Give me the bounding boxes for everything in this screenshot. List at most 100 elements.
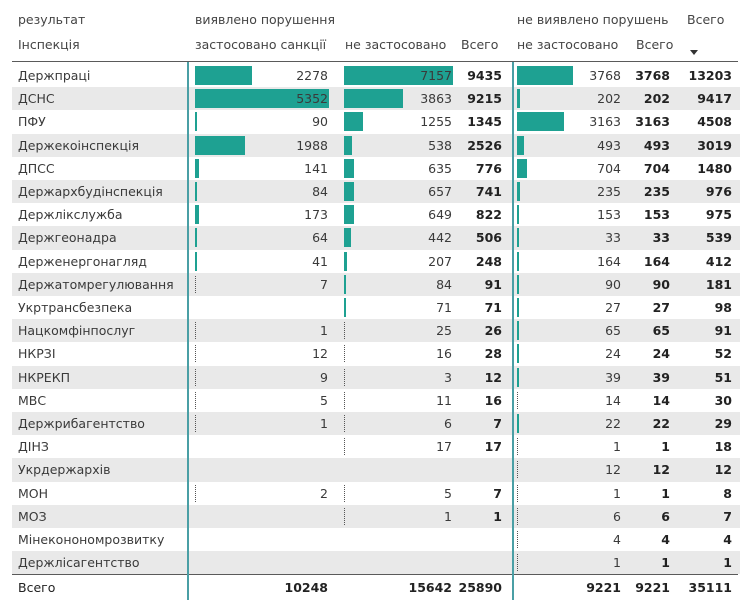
inspection-name[interactable]: НКРЗІ bbox=[18, 346, 56, 362]
value-b: 71 bbox=[436, 300, 452, 315]
data-bar-b bbox=[344, 345, 345, 363]
value-f: 4508 bbox=[697, 114, 732, 130]
header-subtotal[interactable]: Всего bbox=[461, 37, 499, 52]
table-row[interactable]: Укрдержархів 12 12 12 bbox=[12, 458, 740, 482]
inspection-name[interactable]: Укрдержархів bbox=[18, 462, 111, 478]
inspection-name[interactable]: ДПСС bbox=[18, 160, 55, 176]
inspection-name[interactable]: Держархбудінспекція bbox=[18, 184, 163, 199]
value-c: 741 bbox=[475, 184, 502, 199]
value-b: 11 bbox=[436, 392, 452, 408]
data-bar-a bbox=[195, 182, 198, 201]
table-row[interactable]: Нацкомфінпослуг 1 25 26 65 65 91 bbox=[12, 319, 740, 343]
data-bar-d bbox=[517, 274, 519, 294]
value-a: 1988 bbox=[296, 137, 328, 153]
header-group-no-violations[interactable]: не виявлено порушень bbox=[517, 12, 669, 27]
data-bar-d bbox=[517, 89, 520, 109]
header-not-applied-2[interactable]: не застосовано bbox=[517, 37, 619, 52]
table-row[interactable]: Укртрансбезпека 71 71 27 27 98 bbox=[12, 296, 740, 319]
table-row[interactable]: Держархбудінспекція 84 657 741 235 235 976 bbox=[12, 180, 740, 204]
table-row[interactable]: Держекоінспекція 1988 538 2526 493 493 3019 bbox=[12, 133, 740, 157]
header-sanctions-applied[interactable]: застосовано санкції bbox=[195, 37, 327, 52]
inspection-name[interactable]: МОЗ bbox=[18, 508, 47, 524]
data-bar-d bbox=[517, 182, 521, 201]
table-row[interactable]: ДІНЗ 17 17 1 1 18 bbox=[12, 435, 740, 458]
inspection-name[interactable]: ДІНЗ bbox=[18, 439, 49, 455]
value-f: 30 bbox=[714, 392, 732, 408]
value-a: 12 bbox=[312, 346, 328, 362]
value-b: 5 bbox=[444, 485, 452, 501]
inspection-name[interactable]: Укртрансбезпека bbox=[18, 300, 133, 315]
data-bar-a bbox=[195, 345, 196, 363]
inspection-name[interactable]: Нацкомфінпослуг bbox=[18, 323, 136, 339]
table-row[interactable]: МВС 5 11 16 14 14 30 bbox=[12, 389, 740, 412]
table-row[interactable]: НКРЗІ 12 16 28 24 24 52 bbox=[12, 342, 740, 365]
value-d: 493 bbox=[597, 137, 621, 153]
header-not-applied[interactable]: не застосовано bbox=[345, 37, 447, 52]
inspection-name[interactable]: Держенергонагляд bbox=[18, 253, 147, 269]
table-row[interactable]: МОН 2 5 7 1 1 8 bbox=[12, 482, 740, 505]
value-e: 14 bbox=[652, 392, 670, 408]
inspection-name[interactable]: Всего bbox=[18, 580, 56, 595]
table-row[interactable]: Держатомрегулювання 7 84 91 90 90 181 bbox=[12, 272, 740, 296]
data-bar-d bbox=[517, 531, 518, 548]
value-c: 7 bbox=[493, 416, 502, 431]
table-row[interactable]: Мінеконономрозвитку 4 4 4 bbox=[12, 528, 740, 551]
value-f: 1480 bbox=[697, 160, 732, 176]
value-c: 28 bbox=[484, 346, 502, 362]
table-row[interactable]: НКРЕКП 9 3 12 39 39 51 bbox=[12, 365, 740, 389]
value-c: 1 bbox=[493, 508, 502, 524]
inspection-name[interactable]: Держатомрегулювання bbox=[18, 276, 174, 292]
table-row[interactable]: Держгеонадра 64 442 506 33 33 539 bbox=[12, 226, 740, 250]
value-e: 164 bbox=[643, 253, 670, 269]
value-c: 9435 bbox=[467, 68, 502, 83]
value-c: 25890 bbox=[458, 580, 503, 595]
value-d: 3163 bbox=[589, 114, 621, 130]
inspection-name[interactable]: Мінеконономрозвитку bbox=[18, 532, 165, 547]
table-row[interactable]: Держлікслужба 173 649 822 153 153 975 bbox=[12, 203, 740, 226]
data-bar-b bbox=[344, 368, 345, 386]
inspection-name[interactable]: ДСНС bbox=[18, 91, 55, 107]
inspection-name[interactable]: Держлісагентство bbox=[18, 555, 140, 571]
inspection-name[interactable]: МОН bbox=[18, 485, 49, 501]
header-subtotal-2[interactable]: Всего bbox=[636, 37, 674, 52]
inspection-name[interactable]: Держпраці bbox=[18, 68, 91, 83]
inspection-name[interactable]: Держрибагентство bbox=[18, 416, 145, 431]
value-a: 1 bbox=[320, 323, 328, 339]
value-c: 91 bbox=[484, 276, 502, 292]
table-row[interactable]: Держпраці 2278 7157 9435 3768 3768 13203 bbox=[12, 64, 740, 87]
sort-descending-icon[interactable] bbox=[690, 50, 698, 55]
data-bar-b bbox=[344, 507, 345, 525]
table-row[interactable]: ДПСС 141 635 776 704 704 1480 bbox=[12, 157, 740, 180]
inspection-name[interactable]: НКРЕКП bbox=[18, 369, 70, 385]
table-row[interactable]: ПФУ 90 1255 1345 3163 3163 4508 bbox=[12, 110, 740, 133]
header-total[interactable]: Всего bbox=[687, 12, 725, 27]
value-e: 3163 bbox=[635, 114, 670, 130]
table-row[interactable]: ДСНС 5352 3863 9215 202 202 9417 bbox=[12, 87, 740, 111]
inspection-name[interactable]: ПФУ bbox=[18, 114, 46, 130]
value-e: 65 bbox=[652, 323, 670, 339]
data-bar-d bbox=[517, 112, 564, 132]
table-row[interactable]: Держенергонагляд 41 207 248 164 164 412 bbox=[12, 250, 740, 273]
table-total-row[interactable]: Всего 10248 15642 25890 9221 9221 35111 bbox=[12, 576, 740, 599]
data-bar-d bbox=[517, 344, 519, 364]
table-row[interactable]: Держлісагентство 1 1 1 bbox=[12, 551, 740, 575]
data-bar-d bbox=[517, 554, 518, 572]
inspection-name[interactable]: Держгеонадра bbox=[18, 230, 117, 246]
value-d: 704 bbox=[597, 160, 621, 176]
table-row[interactable]: Держрибагентство 1 6 7 22 22 29 bbox=[12, 412, 740, 436]
inspection-name[interactable]: Держекоінспекція bbox=[18, 137, 139, 153]
value-e: 4 bbox=[661, 532, 670, 547]
value-c: 17 bbox=[484, 439, 502, 455]
value-c: 9215 bbox=[467, 91, 502, 107]
data-bar-a bbox=[195, 275, 196, 293]
inspection-name[interactable]: МВС bbox=[18, 392, 47, 408]
value-d: 3768 bbox=[589, 68, 621, 83]
table-row[interactable]: МОЗ 1 1 6 6 7 bbox=[12, 504, 740, 528]
inspection-name[interactable]: Держлікслужба bbox=[18, 207, 123, 223]
data-bar-b bbox=[344, 228, 351, 248]
data-bar-b bbox=[344, 391, 345, 409]
value-a: 1 bbox=[320, 416, 328, 431]
header-group-violations-found[interactable]: виявлено порушення bbox=[195, 12, 335, 27]
value-b: 649 bbox=[428, 207, 452, 223]
value-b: 16 bbox=[436, 346, 452, 362]
